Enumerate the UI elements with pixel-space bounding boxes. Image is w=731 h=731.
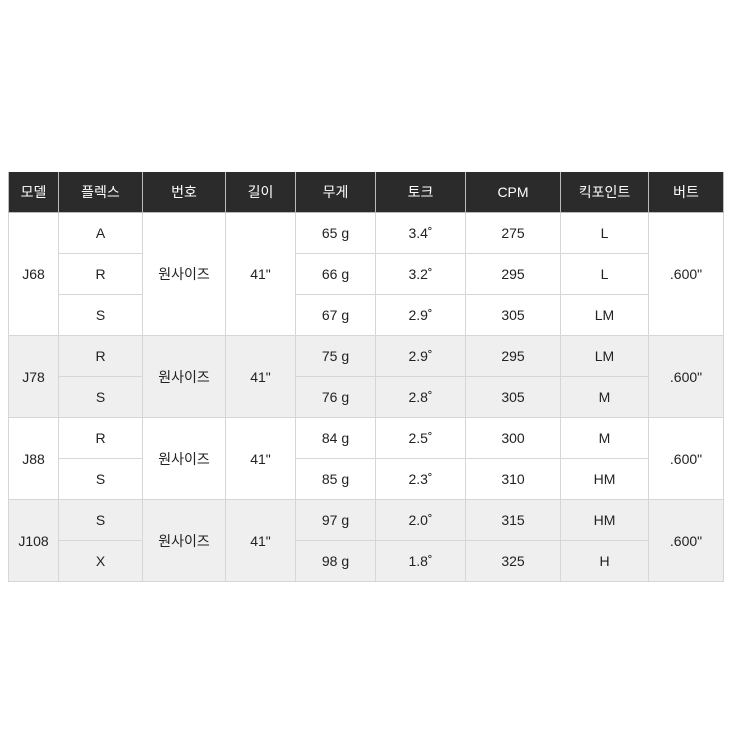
length-cell: 41" xyxy=(225,212,296,336)
shaft-spec-table: 모델 플렉스 번호 길이 무게 토크 CPM 킥포인트 버트 J68 A 원사이즈 41" 65 g 3.… xyxy=(8,172,724,582)
weight-cell: 97 g xyxy=(295,499,376,541)
torque-cell: 3.2˚ xyxy=(375,253,466,295)
table-row: S 76 g 2.8˚ 305 M xyxy=(9,376,724,418)
flex-cell: R xyxy=(58,335,143,377)
cpm-cell: 315 xyxy=(465,499,561,541)
flex-cell: S xyxy=(58,458,143,500)
torque-cell: 2.8˚ xyxy=(375,376,466,418)
weight-cell: 85 g xyxy=(295,458,376,500)
flex-cell: A xyxy=(58,212,143,254)
torque-cell: 1.8˚ xyxy=(375,540,466,582)
header-row: 모델 플렉스 번호 길이 무게 토크 CPM 킥포인트 버트 xyxy=(8,172,724,213)
model-cell: J68 xyxy=(8,212,59,336)
column-header: 버트 xyxy=(648,172,724,213)
torque-cell: 3.4˚ xyxy=(375,212,466,254)
column-header: 무게 xyxy=(295,172,376,213)
torque-cell: 2.9˚ xyxy=(375,335,466,377)
number-cell: 원사이즈 xyxy=(142,335,226,418)
model-cell: J88 xyxy=(8,417,59,500)
number-cell: 원사이즈 xyxy=(142,499,226,582)
table-row: S 67 g 2.9˚ 305 LM xyxy=(9,294,724,336)
butt-cell: .600" xyxy=(648,417,724,500)
kickpoint-cell: M xyxy=(560,417,649,459)
cpm-cell: 275 xyxy=(465,212,561,254)
weight-cell: 76 g xyxy=(295,376,376,418)
kickpoint-cell: LM xyxy=(560,294,649,336)
table-row: J78 R 원사이즈 41" 75 g 2.9˚ 295 LM .600" xyxy=(8,335,724,418)
cpm-cell: 310 xyxy=(465,458,561,500)
flex-cell: R xyxy=(58,253,143,295)
kickpoint-cell: M xyxy=(560,376,649,418)
kickpoint-cell: HM xyxy=(560,458,649,500)
model-cell: J78 xyxy=(8,335,59,418)
number-cell: 원사이즈 xyxy=(142,212,226,336)
length-cell: 41" xyxy=(225,417,296,500)
torque-cell: 2.3˚ xyxy=(375,458,466,500)
torque-cell: 2.0˚ xyxy=(375,499,466,541)
table-row: X 98 g 1.8˚ 325 H xyxy=(9,540,724,582)
flex-cell: R xyxy=(58,417,143,459)
table-row: J108 S 원사이즈 41" 97 g 2.0˚ 315 HM .600" xyxy=(8,499,724,582)
flex-cell: S xyxy=(58,376,143,418)
kickpoint-cell: HM xyxy=(560,499,649,541)
butt-cell: .600" xyxy=(648,335,724,418)
cpm-cell: 305 xyxy=(465,294,561,336)
table-row: J68 A 원사이즈 41" 65 g 3.4˚ 275 L .600" xyxy=(8,212,724,336)
flex-cell: S xyxy=(58,499,143,541)
kickpoint-cell: LM xyxy=(560,335,649,377)
kickpoint-cell: L xyxy=(560,253,649,295)
weight-cell: 98 g xyxy=(295,540,376,582)
length-cell: 41" xyxy=(225,499,296,582)
kickpoint-cell: L xyxy=(560,212,649,254)
weight-cell: 75 g xyxy=(295,335,376,377)
table-row: R 66 g 3.2˚ 295 L xyxy=(9,253,724,295)
column-header: CPM xyxy=(465,172,561,213)
column-header: 번호 xyxy=(142,172,226,213)
column-header: 플렉스 xyxy=(58,172,143,213)
table-row: J88 R 원사이즈 41" 84 g 2.5˚ 300 M .600" xyxy=(8,417,724,500)
torque-cell: 2.9˚ xyxy=(375,294,466,336)
cpm-cell: 300 xyxy=(465,417,561,459)
weight-cell: 65 g xyxy=(295,212,376,254)
model-cell: J108 xyxy=(8,499,59,582)
cpm-cell: 295 xyxy=(465,253,561,295)
cpm-cell: 325 xyxy=(465,540,561,582)
weight-cell: 67 g xyxy=(295,294,376,336)
flex-cell: X xyxy=(58,540,143,582)
cpm-cell: 295 xyxy=(465,335,561,377)
column-header: 길이 xyxy=(225,172,296,213)
weight-cell: 66 g xyxy=(295,253,376,295)
column-header: 모델 xyxy=(8,172,59,213)
butt-cell: .600" xyxy=(648,212,724,336)
column-header: 토크 xyxy=(375,172,466,213)
table-row: S 85 g 2.3˚ 310 HM xyxy=(9,458,724,500)
kickpoint-cell: H xyxy=(560,540,649,582)
cpm-cell: 305 xyxy=(465,376,561,418)
torque-cell: 2.5˚ xyxy=(375,417,466,459)
flex-cell: S xyxy=(58,294,143,336)
length-cell: 41" xyxy=(225,335,296,418)
weight-cell: 84 g xyxy=(295,417,376,459)
number-cell: 원사이즈 xyxy=(142,417,226,500)
butt-cell: .600" xyxy=(648,499,724,582)
column-header: 킥포인트 xyxy=(560,172,649,213)
